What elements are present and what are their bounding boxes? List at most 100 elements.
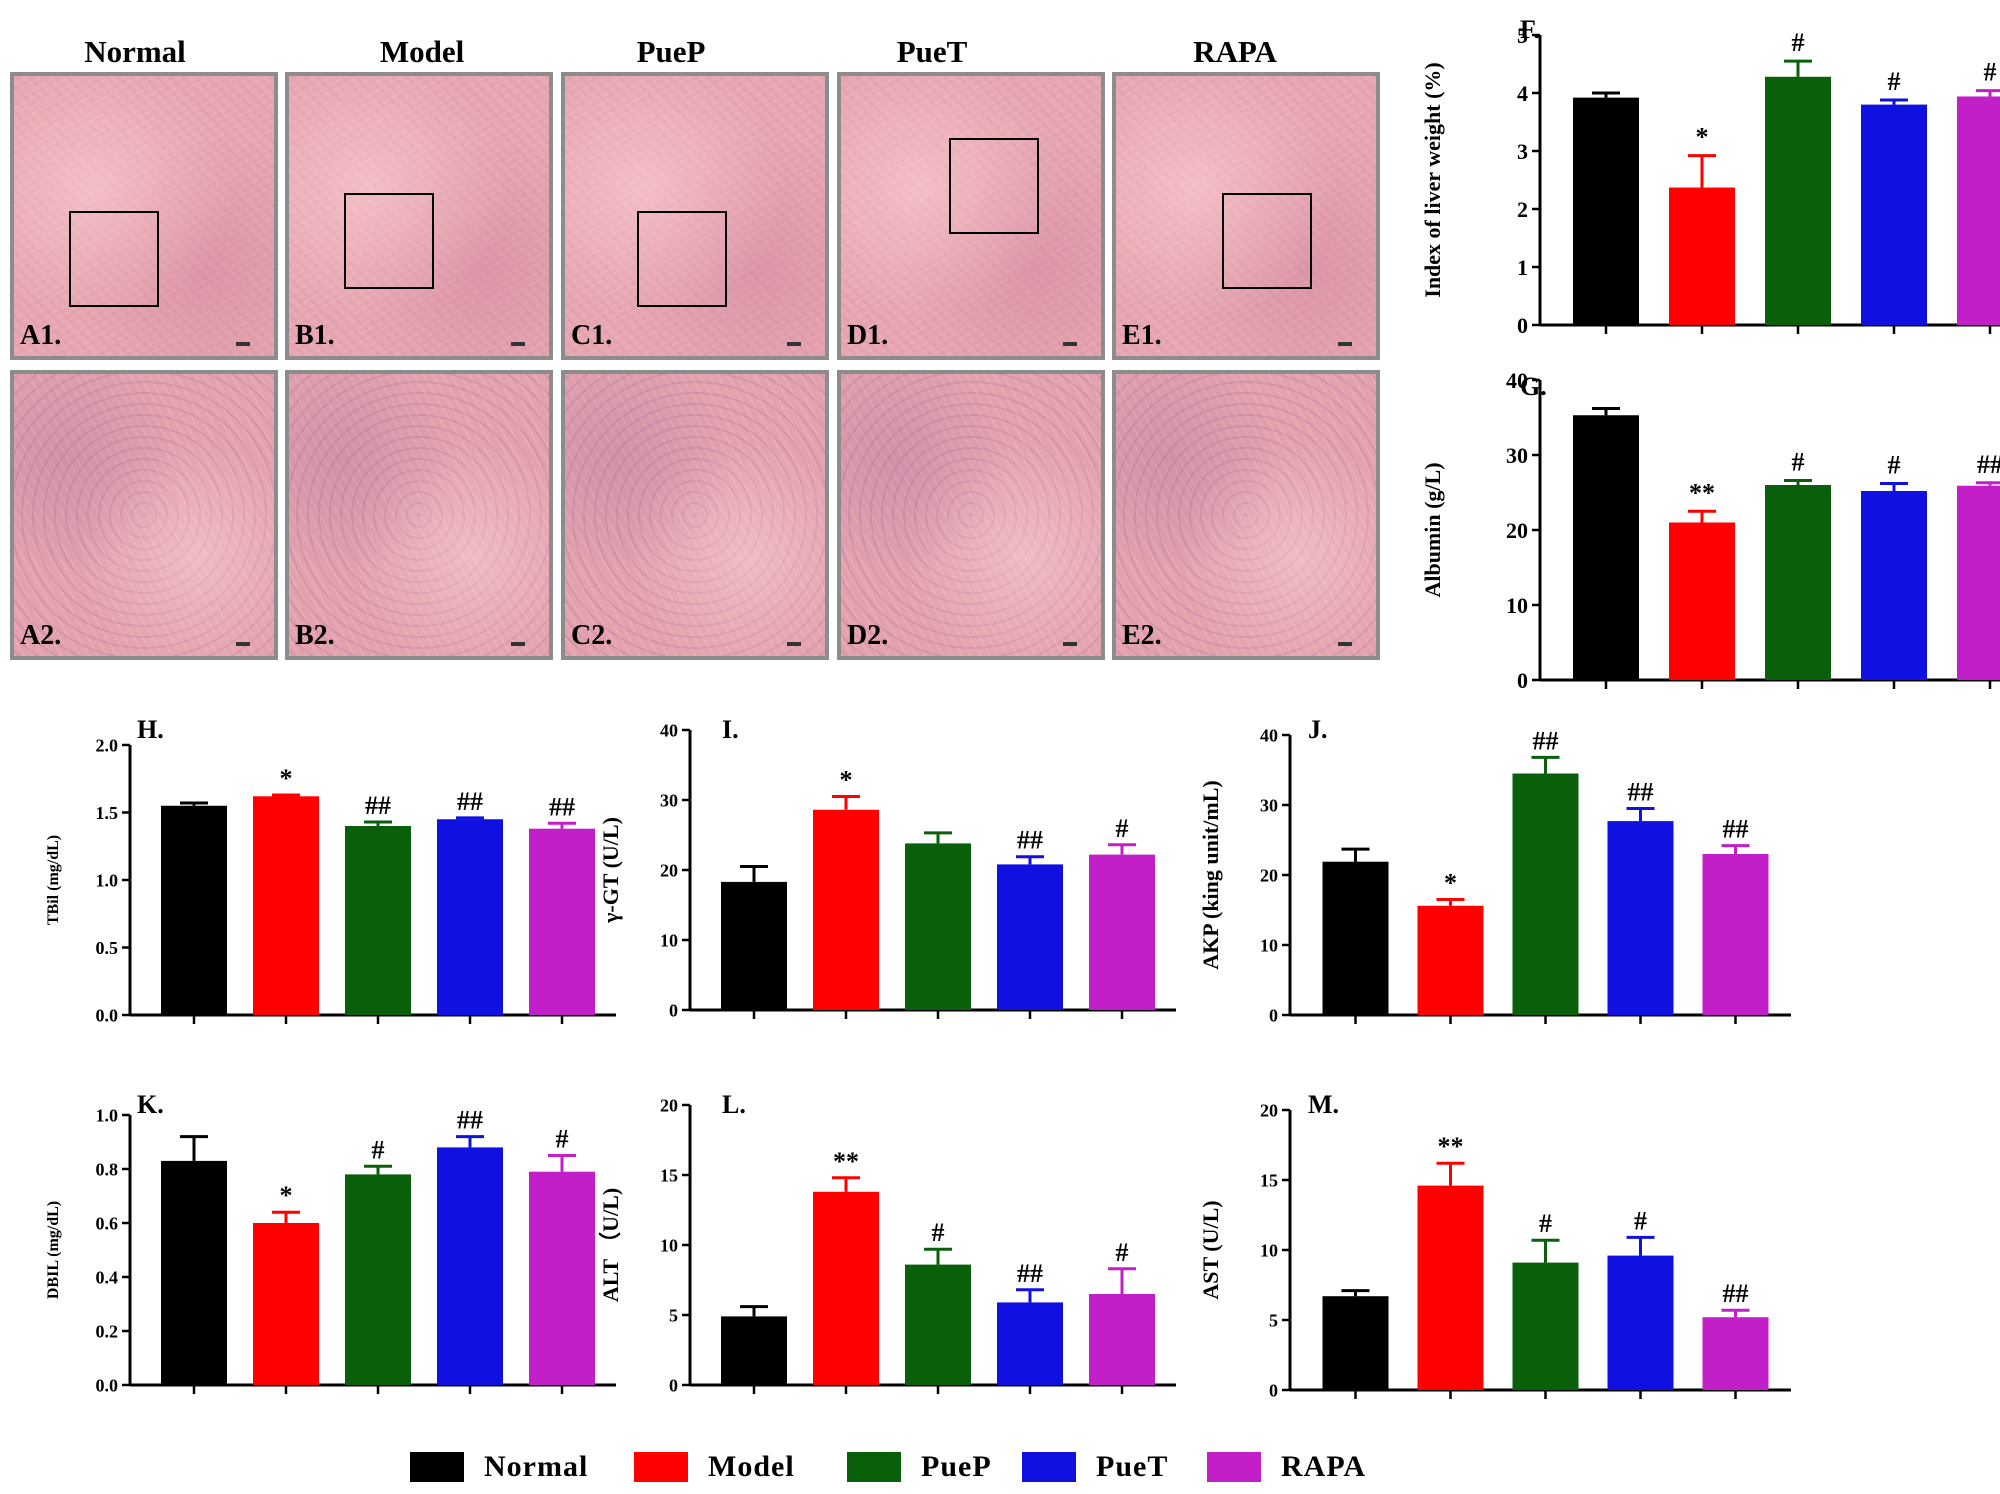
header-normal: Normal — [84, 34, 186, 69]
y-tick-label: 2 — [1517, 197, 1528, 222]
y-tick-label: 0.4 — [96, 1267, 119, 1287]
significance-mark: # — [1984, 58, 1997, 87]
significance-mark: # — [372, 1135, 385, 1164]
chart-f: 0 1 2 3 4 5 * # # # F. Index of liver weight (%) — [1420, 15, 2000, 338]
significance-mark: # — [556, 1125, 569, 1154]
significance-mark: # — [932, 1218, 945, 1247]
bar-rapa — [1089, 854, 1155, 1010]
histology-image-d1: D1. — [837, 72, 1105, 360]
panel-label-c1: C1. — [571, 320, 613, 351]
bar-puep — [905, 843, 971, 1010]
bar-normal — [721, 1316, 787, 1385]
legend-swatch-puet — [1022, 1452, 1076, 1482]
y-axis-label: Index of liver weight (%) — [1420, 62, 1445, 297]
bar-model — [1669, 187, 1735, 325]
bar-puep — [905, 1264, 971, 1385]
y-tick-label: 20 — [1260, 865, 1278, 885]
y-tick-label: 40 — [660, 720, 678, 740]
bar-puep — [1512, 773, 1579, 1015]
panel-label-d2: D2. — [847, 620, 889, 651]
bar-rapa — [1089, 1294, 1155, 1385]
bar-puep — [1512, 1262, 1579, 1390]
y-tick-label: 15 — [1260, 1170, 1278, 1190]
bar-puep — [345, 1174, 411, 1385]
bar-model — [1669, 522, 1735, 680]
zoom-region-box — [949, 138, 1039, 234]
bar-puet — [997, 864, 1063, 1010]
bar-puep — [1765, 76, 1831, 325]
y-axis-label: DBIL (mg/dL) — [45, 1201, 62, 1299]
panel-label-b1: B1. — [295, 320, 335, 351]
panel-label-c2: C2. — [571, 620, 613, 651]
bar-rapa — [529, 1171, 595, 1385]
bar-model — [253, 796, 319, 1015]
y-tick-label: 1 — [1517, 255, 1528, 280]
y-tick-label: 5 — [669, 1305, 678, 1325]
bar-puet — [1861, 491, 1927, 680]
y-axis-label: AST (U/L) — [1198, 1200, 1223, 1299]
scale-bar — [1338, 642, 1352, 646]
legend-swatch-puep — [847, 1452, 901, 1482]
y-tick-label: 20 — [1260, 1100, 1278, 1120]
y-tick-label: 0 — [1517, 313, 1528, 338]
bar-rapa — [1957, 485, 2000, 680]
histology-image-a1: A1. — [10, 72, 278, 360]
y-tick-label: 4 — [1517, 81, 1528, 106]
scale-bar — [511, 642, 525, 646]
panel-title: L. — [722, 1090, 746, 1119]
significance-mark: ## — [1723, 815, 1749, 844]
y-tick-label: 0.0 — [96, 1005, 119, 1025]
bar-puet — [1861, 104, 1927, 325]
header-puet: PueT — [896, 34, 968, 69]
y-tick-label: 10 — [1260, 935, 1278, 955]
scale-bar — [1063, 642, 1077, 646]
header-rapa: RAPA — [1193, 34, 1277, 69]
significance-mark: * — [280, 764, 293, 793]
panel-label-b2: B2. — [295, 620, 335, 651]
bar-model — [813, 1191, 879, 1385]
significance-mark: ## — [1017, 1259, 1043, 1288]
significance-mark: ## — [457, 1106, 483, 1135]
zoom-region-box — [344, 193, 434, 289]
header-model: Model — [379, 34, 465, 69]
legend-label-rapa: RAPA — [1281, 1450, 1367, 1483]
legend-label-normal: Normal — [484, 1450, 589, 1483]
chart-k: 0.00.20.40.60.81.0*####K.DBIL (mg/dL) — [45, 1090, 616, 1395]
y-axis-label: TBil (mg/dL) — [45, 835, 62, 925]
bar-puep — [345, 826, 411, 1015]
legend: Normal Model PueP PueT RAPA — [410, 1444, 1410, 1490]
significance-mark: ## — [1977, 450, 2000, 479]
histology-image-a2: A2. — [10, 370, 278, 660]
significance-mark: ## — [1723, 1279, 1749, 1308]
significance-mark: ** — [1689, 478, 1715, 507]
panel-title: I. — [722, 715, 739, 744]
y-tick-label: 0 — [1517, 668, 1528, 693]
scale-bar — [787, 342, 801, 346]
legend-label-puet: PueT — [1096, 1450, 1169, 1483]
scale-bar — [787, 642, 801, 646]
histology-image-e2: E2. — [1112, 370, 1380, 660]
legend-label-puep: PueP — [921, 1450, 992, 1483]
histology-image-d2: D2. — [837, 370, 1105, 660]
panel-title: G. — [1520, 372, 1547, 401]
y-tick-label: 0 — [1269, 1380, 1278, 1400]
y-tick-label: 0.6 — [96, 1213, 119, 1233]
bar-rapa — [1702, 1317, 1769, 1390]
y-tick-label: 10 — [660, 930, 678, 950]
significance-mark: ## — [457, 787, 483, 816]
y-tick-label: 0.0 — [96, 1375, 119, 1395]
panel-label-e1: E1. — [1122, 320, 1162, 351]
scale-bar — [236, 342, 250, 346]
legend-item-puet: PueT — [1022, 1444, 1168, 1490]
significance-mark: ## — [1533, 726, 1559, 755]
significance-mark: ** — [833, 1147, 859, 1176]
y-tick-label: 40 — [1506, 368, 1528, 393]
bar-normal — [161, 805, 227, 1015]
legend-item-normal: Normal — [410, 1444, 588, 1490]
bar-model — [253, 1223, 319, 1385]
significance-mark: ## — [1017, 826, 1043, 855]
y-tick-label: 0.5 — [96, 938, 119, 958]
